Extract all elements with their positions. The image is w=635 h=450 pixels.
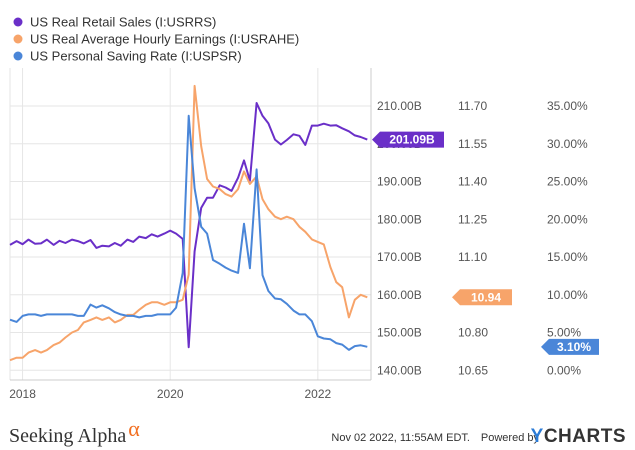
y-tick-label-middle: 11.70	[458, 99, 487, 113]
ycharts-logo[interactable]: YCHARTS	[531, 426, 626, 448]
y-tick-label-left: 140.00B	[377, 363, 422, 377]
y-tick-label-right: 35.00%	[547, 99, 588, 113]
y-tick-label-left: 180.00B	[377, 212, 422, 226]
y-axes: 210.00B200.00B190.00B180.00B170.00B160.0…	[377, 99, 588, 377]
x-tick-label: 2022	[304, 387, 331, 401]
x-axis: 2018 2020 2022	[9, 387, 331, 401]
grid-lines	[9, 68, 372, 381]
end-label-value-middle: 10.94	[471, 290, 501, 304]
series-line-right	[9, 114, 368, 351]
ycharts-y-mark: Y	[530, 426, 544, 447]
legend-marker-left	[13, 17, 23, 27]
footer: Seeking Alphaα Nov 02 2022, 11:55AM EDT.…	[0, 416, 635, 450]
timestamp: Nov 02 2022, 11:55AM EDT.	[331, 432, 470, 444]
end-label-tag-right	[541, 338, 599, 355]
series-line-left	[9, 102, 368, 349]
chart: US Real Retail Sales (I:USRRS) US Real Av…	[9, 15, 599, 401]
end-label-value-left: 201.09B	[389, 133, 435, 147]
seeking-alpha-logo[interactable]: Seeking Alphaα	[9, 416, 140, 448]
legend-marker-right	[13, 51, 23, 61]
alpha-symbol: α	[128, 416, 140, 441]
y-tick-label-middle: 11.55	[458, 137, 487, 151]
y-tick-label-middle: 11.40	[458, 175, 487, 189]
brand-name: Seeking Alpha	[9, 425, 127, 447]
y-tick-label-left: 170.00B	[377, 250, 422, 264]
end-label-tag-left	[372, 131, 444, 148]
legend-marker-middle	[13, 34, 23, 44]
y-tick-label-left: 210.00B	[377, 99, 422, 113]
end-value-labels: 201.09B 10.94 3.10%	[372, 131, 599, 355]
y-tick-label-middle: 10.80	[458, 326, 488, 340]
y-tick-label-right: 5.00%	[547, 326, 581, 340]
legend-label-left: US Real Retail Sales (I:USRRS)	[30, 15, 216, 30]
y-tick-label-middle: 11.25	[458, 212, 487, 226]
series-line-middle	[9, 84, 368, 362]
x-tick-label: 2020	[157, 387, 184, 401]
y-tick-label-right: 25.00%	[547, 175, 588, 189]
ycharts-wordmark: CHARTS	[543, 426, 626, 447]
y-tick-label-left: 190.00B	[377, 175, 422, 189]
y-tick-label-left: 150.00B	[377, 326, 422, 340]
legend: US Real Retail Sales (I:USRRS) US Real Av…	[13, 15, 299, 64]
y-tick-label-right: 20.00%	[547, 212, 588, 226]
legend-label-right: US Personal Saving Rate (I:USPSR)	[30, 49, 242, 64]
y-tick-label-right: 10.00%	[547, 288, 588, 302]
series-lines	[9, 84, 368, 362]
y-tick-label-right: 15.00%	[547, 250, 588, 264]
end-label-tag-middle	[452, 289, 512, 306]
y-tick-label-middle: 11.10	[458, 250, 487, 264]
end-label-value-right: 3.10%	[557, 340, 591, 354]
y-tick-label-right: 0.00%	[547, 363, 581, 377]
y-tick-label-left: 160.00B	[377, 288, 422, 302]
y-tick-label-right: 30.00%	[547, 137, 588, 151]
legend-label-middle: US Real Average Hourly Earnings (I:USRAH…	[30, 32, 299, 47]
powered-by-label: Powered by	[480, 432, 539, 444]
x-tick-label: 2018	[9, 387, 36, 401]
y-tick-label-middle: 10.65	[458, 363, 488, 377]
